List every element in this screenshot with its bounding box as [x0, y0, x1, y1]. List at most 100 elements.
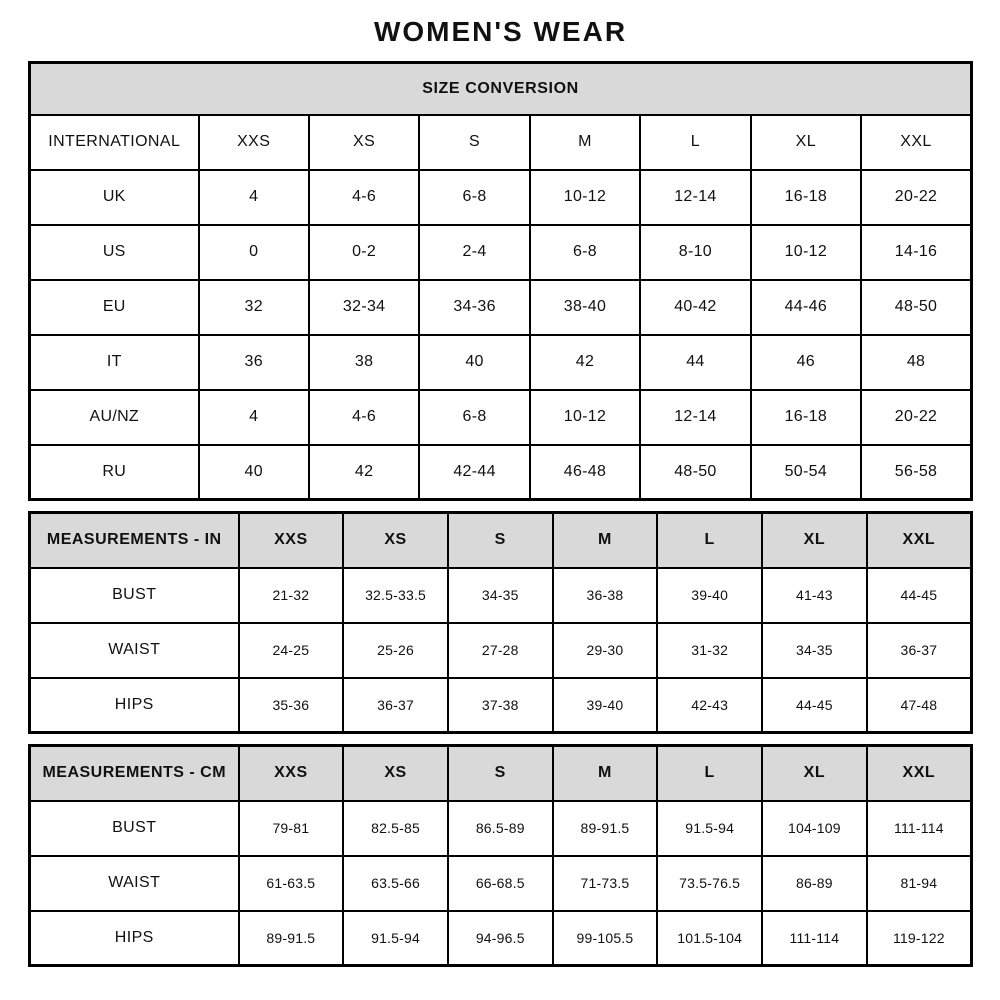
table-row: US 0 0-2 2-4 6-8 8-10 10-12 14-16	[28, 223, 973, 281]
cell-value: 38	[307, 333, 421, 391]
cell-value: 111-114	[761, 909, 868, 967]
size-chart-page: WOMEN'S WEAR SIZE CONVERSION INTERNATIONA…	[28, 16, 973, 967]
table-row: BUST 79-81 82.5-85 86.5-89 89-91.5 91.5-94 104…	[28, 799, 973, 857]
cell-value: 29-30	[551, 621, 659, 679]
size-conversion-table: SIZE CONVERSION INTERNATIONAL XXS XS S M L XL XX…	[28, 61, 973, 501]
column-header: XXS	[237, 744, 345, 802]
page-title: WOMEN'S WEAR	[373, 16, 628, 47]
cell-value: 0-2	[307, 223, 421, 281]
cell-value: 32.5-33.5	[342, 566, 449, 624]
cell-value: 8-10	[639, 223, 752, 281]
cell-value: 34-36	[418, 278, 531, 336]
column-header: S	[446, 744, 554, 802]
cell-value: 40	[418, 333, 531, 391]
cell-value: 73.5-76.5	[656, 854, 764, 912]
cell-value: 40-42	[639, 278, 752, 336]
cell-value: 44-45	[761, 676, 868, 734]
cell-value: 37-38	[446, 676, 554, 734]
cell-value: 111-114	[865, 799, 973, 857]
cell-value: 42-44	[418, 443, 531, 501]
measurements-in-table: MEASUREMENTS - IN XXS XS S M L XL XXL BUST 21-32 3…	[28, 511, 973, 734]
column-header: S	[418, 113, 531, 171]
cell-value: 42	[307, 443, 421, 501]
cell-value: 12-14	[639, 388, 752, 446]
cell-value: 32-34	[307, 278, 421, 336]
column-header: M	[528, 113, 642, 171]
cell-value: 86.5-89	[446, 799, 554, 857]
column-header: XXL	[860, 113, 973, 171]
cell-value: 46-48	[528, 443, 642, 501]
column-header: S	[446, 511, 554, 569]
table-banner-row: SIZE CONVERSION	[28, 61, 973, 116]
cell-value: 24-25	[237, 621, 345, 679]
cell-value: 94-96.5	[446, 909, 554, 967]
table-row: WAIST 24-25 25-26 27-28 29-30 31-32 34-35 36-37	[28, 621, 973, 679]
cell-value: 42	[528, 333, 642, 391]
cell-value: 14-16	[860, 223, 973, 281]
cell-value: 25-26	[342, 621, 449, 679]
row-label: BUST	[28, 799, 240, 857]
row-label: IT	[28, 333, 200, 391]
cell-value: 89-91.5	[551, 799, 659, 857]
cell-value: 35-36	[237, 676, 345, 734]
cell-value: 89-91.5	[237, 909, 345, 967]
cell-value: 31-32	[656, 621, 764, 679]
cell-value: 91.5-94	[656, 799, 764, 857]
measurements-cm-table: MEASUREMENTS - CM XXS XS S M L XL XXL BUST 79-81 8…	[28, 744, 973, 967]
cell-value: 16-18	[749, 168, 863, 226]
table-row: UK 4 4-6 6-8 10-12 12-14 16-18 20-22	[28, 168, 973, 226]
column-header: INTERNATIONAL	[28, 113, 200, 171]
cell-value: 82.5-85	[342, 799, 449, 857]
column-header: L	[656, 511, 764, 569]
cell-value: 4	[197, 388, 310, 446]
column-header: XXL	[865, 744, 973, 802]
table-banner: SIZE CONVERSION	[28, 61, 973, 116]
column-header: MEASUREMENTS - IN	[28, 511, 240, 569]
cell-value: 91.5-94	[342, 909, 449, 967]
cell-value: 36-37	[865, 621, 973, 679]
cell-value: 12-14	[639, 168, 752, 226]
column-header: L	[656, 744, 764, 802]
cell-value: 4-6	[307, 388, 421, 446]
table-header-row: MEASUREMENTS - CM XXS XS S M L XL XXL	[28, 744, 973, 802]
cell-value: 42-43	[656, 676, 764, 734]
cell-value: 41-43	[761, 566, 868, 624]
cell-value: 61-63.5	[237, 854, 345, 912]
cell-value: 38-40	[528, 278, 642, 336]
cell-value: 4-6	[307, 168, 421, 226]
column-header: XS	[342, 511, 449, 569]
row-label: BUST	[28, 566, 240, 624]
cell-value: 44-45	[865, 566, 973, 624]
table-row: HIPS 35-36 36-37 37-38 39-40 42-43 44-45 47-48	[28, 676, 973, 734]
cell-value: 10-12	[528, 168, 642, 226]
table-row: AU/NZ 4 4-6 6-8 10-12 12-14 16-18 20-22	[28, 388, 973, 446]
column-header: M	[551, 511, 659, 569]
cell-value: 44	[639, 333, 752, 391]
column-header: XXS	[197, 113, 310, 171]
table-row: WAIST 61-63.5 63.5-66 66-68.5 71-73.5 73.5-76…	[28, 854, 973, 912]
row-label: EU	[28, 278, 200, 336]
table-header-row: MEASUREMENTS - IN XXS XS S M L XL XXL	[28, 511, 973, 569]
table-row: EU 32 32-34 34-36 38-40 40-42 44-46 48-50	[28, 278, 973, 336]
column-header: XL	[749, 113, 863, 171]
column-header: XXL	[865, 511, 973, 569]
table-header-row: INTERNATIONAL XXS XS S M L XL XXL	[28, 113, 973, 171]
cell-value: 16-18	[749, 388, 863, 446]
cell-value: 56-58	[860, 443, 973, 501]
column-header: XL	[761, 744, 868, 802]
table-row: RU 40 42 42-44 46-48 48-50 50-54 56-58	[28, 443, 973, 501]
cell-value: 2-4	[418, 223, 531, 281]
cell-value: 48-50	[860, 278, 973, 336]
row-label: AU/NZ	[28, 388, 200, 446]
row-label: HIPS	[28, 676, 240, 734]
cell-value: 6-8	[528, 223, 642, 281]
column-header: XS	[342, 744, 449, 802]
cell-value: 39-40	[551, 676, 659, 734]
cell-value: 6-8	[418, 388, 531, 446]
cell-value: 46	[749, 333, 863, 391]
row-label: WAIST	[28, 854, 240, 912]
table-row: BUST 21-32 32.5-33.5 34-35 36-38 39-40 41-43 44…	[28, 566, 973, 624]
cell-value: 101.5-104	[656, 909, 764, 967]
table-row: HIPS 89-91.5 91.5-94 94-96.5 99-105.5 101.5-1…	[28, 909, 973, 967]
cell-value: 0	[197, 223, 310, 281]
